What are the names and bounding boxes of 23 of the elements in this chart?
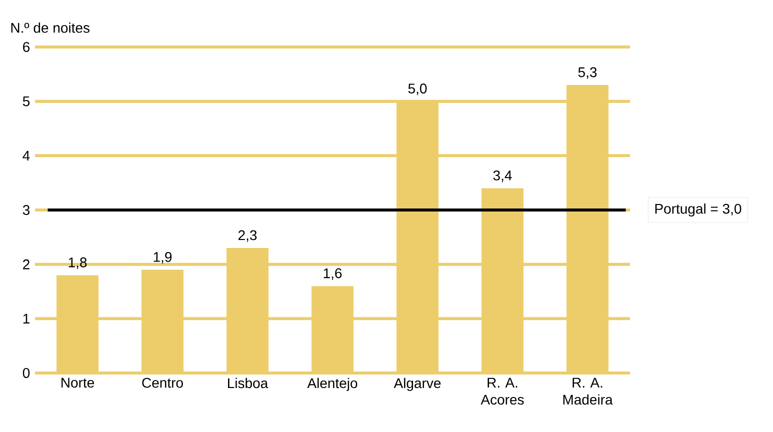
data-label: 5,3 — [578, 67, 597, 79]
data-label: 1,8 — [68, 257, 87, 269]
y-tick-label: 5 — [22, 96, 30, 106]
y-tick-label: 2 — [23, 259, 30, 270]
data-label: 3,4 — [493, 170, 512, 182]
y-axis-title: N.º de noites — [11, 22, 90, 33]
y-tick-label: 1 — [23, 314, 30, 324]
y-tick-label: 3 — [22, 205, 30, 215]
x-tick-label: Centro — [142, 378, 183, 388]
x-tick-label: Norte — [62, 378, 94, 388]
y-tick-label: 6 — [23, 42, 30, 52]
x-tick-label: R. A. Madeira — [563, 378, 613, 405]
x-tick-label: Alentejo — [307, 378, 358, 391]
ref-line-label: Portugal = 3,0 — [655, 203, 742, 217]
data-label: 5,0 — [408, 84, 427, 96]
data-label: 2,3 — [238, 230, 257, 242]
x-tick-label: Lisboa — [228, 378, 268, 388]
y-tick-label: 4 — [22, 150, 30, 160]
data-label: 1,9 — [154, 252, 172, 264]
data-label: 1,6 — [324, 268, 342, 280]
y-tick-label: 0 — [22, 368, 30, 378]
x-tick-label: Algarve — [394, 378, 441, 391]
x-tick-label: R. A. Acores — [480, 378, 524, 405]
